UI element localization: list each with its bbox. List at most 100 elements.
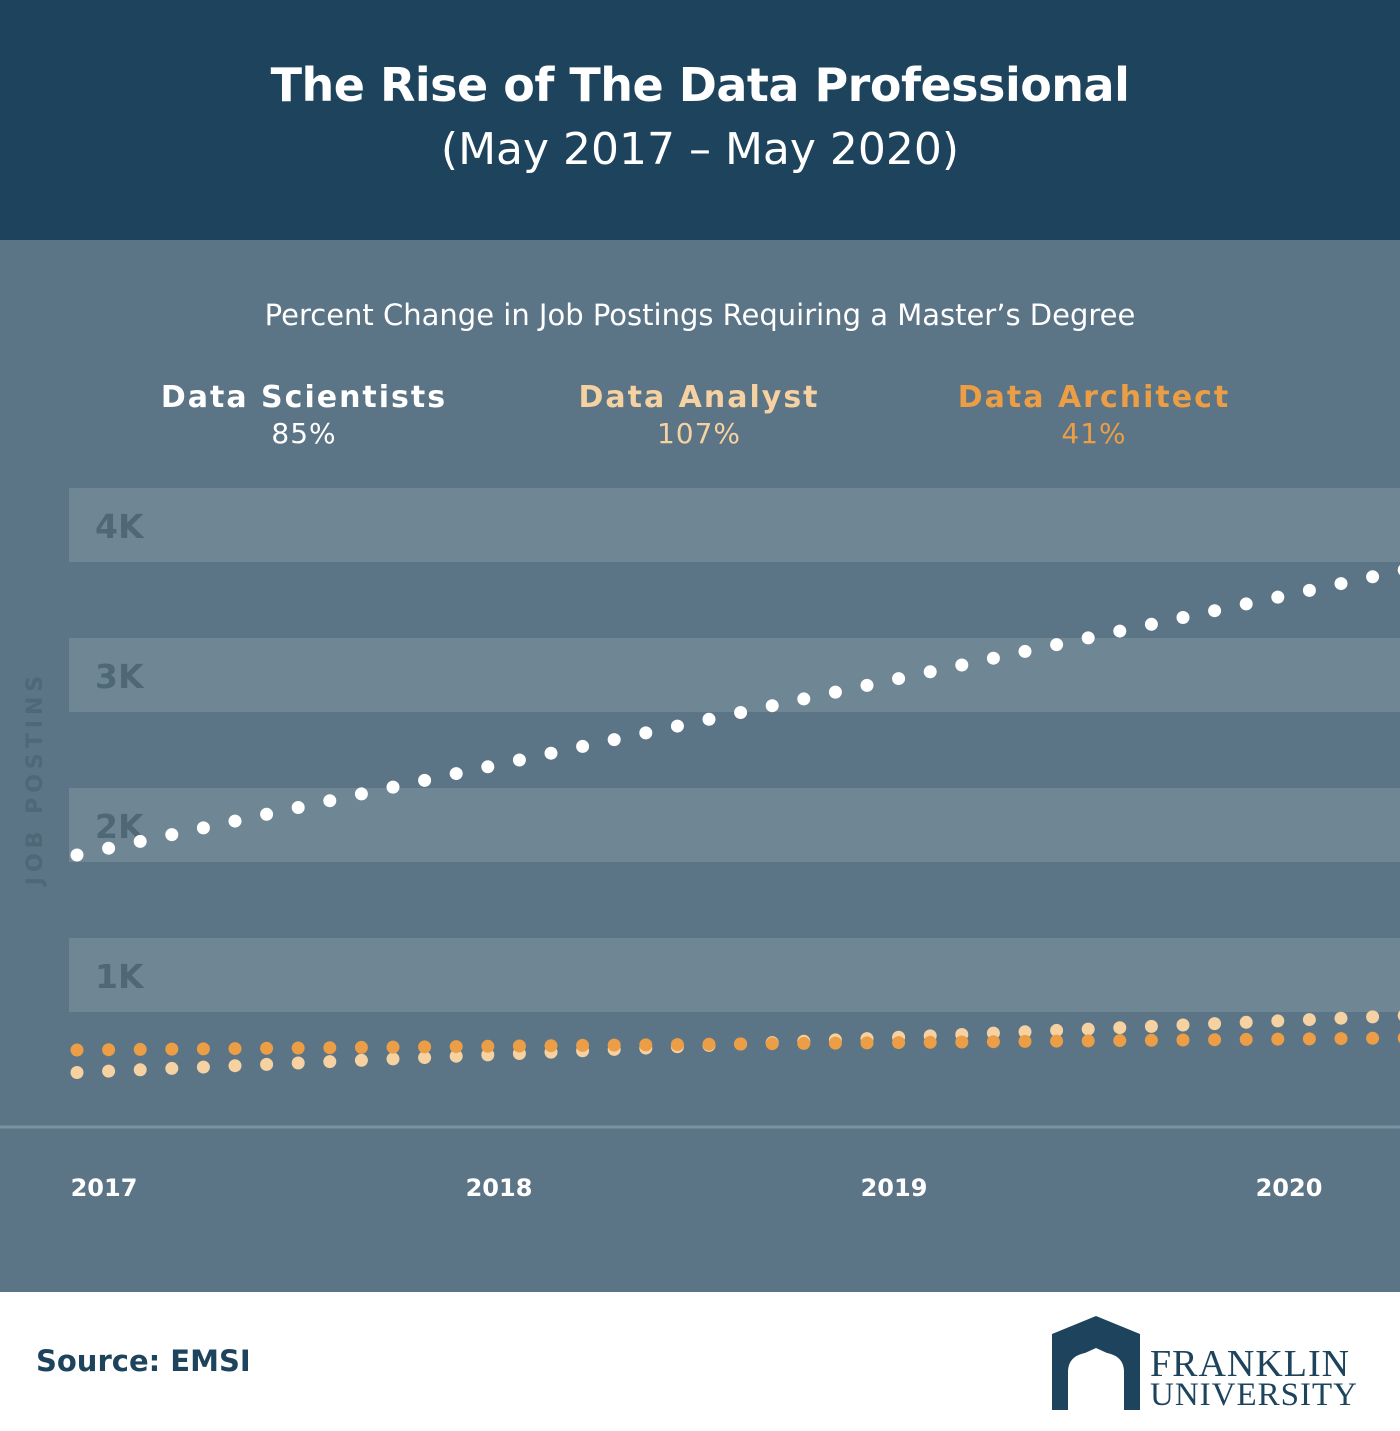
franklin-arch-logo-icon (1052, 1316, 1140, 1412)
data-point-data-architect (986, 1035, 1000, 1049)
data-point-data-scientists (418, 773, 432, 787)
data-point-data-scientists (576, 739, 590, 753)
grid-band (69, 938, 1400, 1012)
grid-band (69, 788, 1400, 862)
data-point-data-scientists (639, 726, 653, 740)
data-point-data-scientists (670, 719, 684, 733)
data-point-data-architect (133, 1042, 147, 1056)
data-point-data-scientists (1271, 590, 1285, 604)
data-point-data-architect (354, 1040, 368, 1054)
data-point-data-architect (828, 1036, 842, 1050)
data-point-data-architect (1302, 1032, 1316, 1046)
data-point-data-analyst (386, 1052, 400, 1066)
data-point-data-architect (1050, 1034, 1064, 1048)
data-point-data-analyst (418, 1051, 432, 1065)
data-point-data-scientists (828, 685, 842, 699)
data-point-data-analyst (1018, 1025, 1032, 1039)
grid-band (69, 638, 1400, 712)
data-point-data-scientists (765, 699, 779, 713)
header-banner (0, 0, 1400, 240)
data-point-data-scientists (354, 787, 368, 801)
legend-label: Data Architect (957, 380, 1231, 415)
data-point-data-architect (102, 1043, 116, 1057)
data-point-data-analyst (70, 1066, 84, 1079)
data-point-data-architect (765, 1037, 779, 1051)
footer (0, 1292, 1400, 1431)
data-point-data-architect (1334, 1032, 1348, 1046)
data-point-data-scientists (702, 712, 716, 726)
data-point-data-scientists (1302, 583, 1316, 597)
data-point-data-scientists (1144, 617, 1158, 631)
data-point-data-architect (1018, 1034, 1032, 1048)
data-point-data-architect (955, 1035, 969, 1049)
data-point-data-scientists (544, 746, 558, 760)
x-tick-label: 2017 (71, 1174, 138, 1202)
page-subtitle: (May 2017 – May 2020) (440, 124, 960, 175)
data-point-data-scientists (1081, 631, 1095, 645)
data-point-data-architect (1239, 1032, 1253, 1046)
data-point-data-scientists (323, 794, 337, 808)
logo-wordmark-line1: FRANKLIN (1150, 1343, 1351, 1385)
data-point-data-analyst (228, 1059, 242, 1073)
data-point-data-analyst (323, 1055, 337, 1069)
data-point-data-architect (1208, 1033, 1222, 1047)
data-point-data-analyst (196, 1060, 210, 1074)
data-point-data-architect (702, 1037, 716, 1051)
data-point-data-scientists (1334, 577, 1348, 591)
data-point-data-analyst (1144, 1019, 1158, 1033)
data-point-data-scientists (481, 760, 495, 774)
data-point-data-scientists (955, 658, 969, 672)
data-point-data-scientists (1176, 611, 1190, 624)
x-tick-label: 2019 (861, 1174, 928, 1202)
data-point-data-architect (291, 1041, 305, 1055)
legend-label: Data Scientists (160, 380, 448, 415)
data-point-data-scientists (1018, 644, 1032, 658)
data-point-data-analyst (165, 1061, 179, 1075)
data-point-data-architect (576, 1038, 590, 1052)
logo-wordmark-line2: UNIVERSITY (1150, 1377, 1358, 1413)
data-point-data-analyst (1271, 1014, 1285, 1028)
data-point-data-analyst (1239, 1015, 1253, 1029)
data-point-data-analyst (1081, 1022, 1095, 1036)
data-point-data-analyst (1176, 1018, 1190, 1032)
y-tick-label: 1K (95, 957, 145, 996)
data-point-data-scientists (797, 692, 811, 706)
y-axis-label: JOB POSTINS (23, 671, 48, 887)
chart-title: Percent Change in Job Postings Requiring… (264, 298, 1136, 332)
legend-label: Data Analyst (578, 380, 820, 415)
data-point-data-scientists (386, 780, 400, 794)
data-point-data-analyst (1334, 1011, 1348, 1025)
data-point-data-architect (512, 1039, 526, 1053)
data-point-data-architect (734, 1037, 748, 1051)
data-point-data-scientists (102, 841, 116, 855)
data-point-data-scientists (892, 672, 906, 686)
legend-item-data-scientists: Data Scientists 85% (104, 380, 504, 450)
data-point-data-scientists (196, 821, 210, 835)
data-point-data-analyst (291, 1056, 305, 1070)
data-point-data-architect (1397, 1033, 1400, 1043)
x-tick-label: 2018 (466, 1174, 533, 1202)
data-point-data-architect (544, 1039, 558, 1053)
data-point-data-scientists (1397, 565, 1400, 575)
data-point-data-analyst (354, 1053, 368, 1067)
page-title: The Rise of The Data Professional (270, 58, 1130, 112)
chart-area (0, 240, 1400, 1292)
data-point-data-analyst (1397, 1010, 1400, 1021)
data-point-data-scientists (1113, 624, 1127, 638)
data-point-data-architect (1081, 1034, 1095, 1048)
data-point-data-architect (1113, 1034, 1127, 1048)
data-point-data-scientists (291, 801, 305, 814)
data-point-data-analyst (260, 1057, 274, 1071)
data-point-data-architect (481, 1039, 495, 1053)
data-point-data-scientists (923, 665, 937, 679)
legend-item-data-architect: Data Architect 41% (894, 380, 1294, 450)
source-note: Source: EMSI (36, 1344, 251, 1378)
data-point-data-architect (1176, 1033, 1190, 1047)
data-point-data-architect (1366, 1031, 1380, 1045)
data-point-data-analyst (1208, 1017, 1222, 1031)
data-point-data-scientists (165, 828, 179, 842)
data-point-data-architect (860, 1036, 874, 1050)
data-point-data-architect (1271, 1032, 1285, 1046)
data-point-data-architect (386, 1040, 400, 1054)
